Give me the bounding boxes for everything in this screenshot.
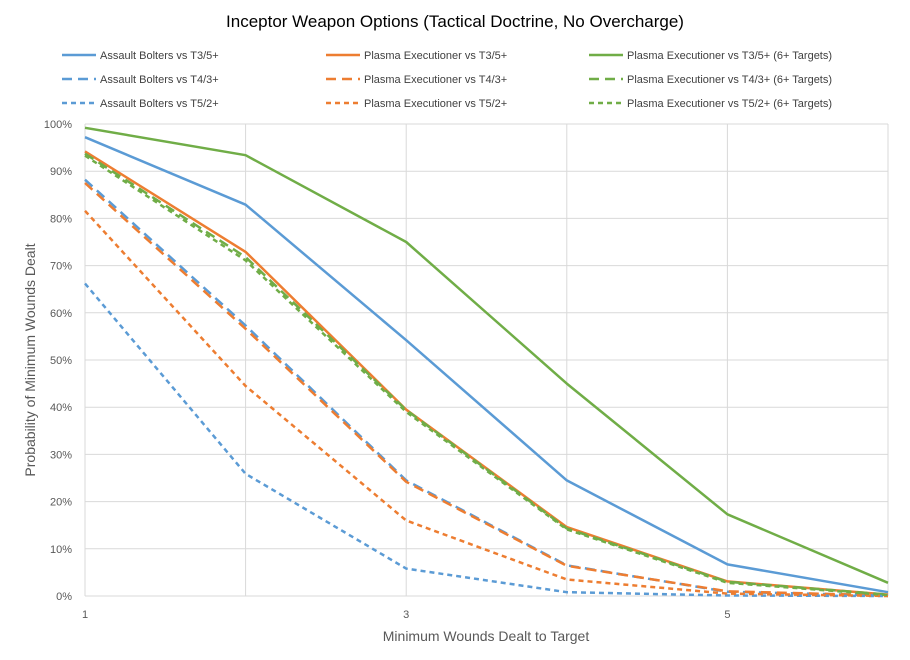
y-tick-label: 60%: [50, 308, 72, 320]
legend-item: Assault Bolters vs T5/2+: [62, 98, 219, 110]
legend-item: Plasma Executioner vs T3/5+: [326, 50, 507, 62]
series-line-plasma-executioner-vs-t4-3-6-targets: [84, 152, 889, 596]
legend-label: Plasma Executioner vs T5/2+: [364, 98, 507, 110]
legend-item: Assault Bolters vs T3/5+: [62, 50, 219, 62]
series-line-assault-bolters-vs-t5-2: [84, 282, 889, 598]
y-tick-label: 30%: [50, 449, 72, 461]
y-tick-label: 50%: [50, 355, 72, 367]
series-line-plasma-executioner-vs-t3-5-6-targets: [84, 126, 889, 584]
legend-label: Plasma Executioner vs T4/3+: [364, 74, 507, 86]
series-line-assault-bolters-vs-t4-3: [84, 178, 889, 597]
series-line-plasma-executioner-vs-t5-2: [84, 209, 889, 598]
legend-item: Plasma Executioner vs T3/5+ (6+ Targets): [589, 50, 832, 62]
legend-item: Plasma Executioner vs T4/3+: [326, 74, 507, 86]
legend: Assault Bolters vs T3/5+ Plasma Execution…: [62, 50, 832, 110]
y-tick-label: 80%: [50, 213, 72, 225]
y-tick-label: 100%: [44, 119, 72, 131]
legend-label: Assault Bolters vs T5/2+: [100, 98, 219, 110]
series-lines: [84, 126, 889, 598]
y-tick-label: 40%: [50, 402, 72, 414]
series-line-plasma-executioner-vs-t4-3: [84, 182, 889, 597]
legend-item: Plasma Executioner vs T4/3+ (6+ Targets): [589, 74, 832, 86]
legend-item: Assault Bolters vs T4/3+: [62, 74, 219, 86]
x-axis-title: Minimum Wounds Dealt to Target: [383, 628, 590, 644]
series-line-plasma-executioner-vs-t3-5: [84, 150, 889, 596]
series-line-plasma-executioner-vs-t5-2-6-targets: [84, 154, 889, 597]
x-tick-label: 5: [724, 609, 730, 621]
legend-label: Assault Bolters vs T3/5+: [100, 50, 219, 62]
legend-label: Plasma Executioner vs T3/5+ (6+ Targets): [627, 50, 832, 62]
y-axis-ticks: 0% 10% 20% 30% 40% 50% 60% 70% 80% 90% 100%: [44, 119, 72, 603]
y-tick-label: 10%: [50, 544, 72, 556]
y-tick-label: 20%: [50, 497, 72, 509]
y-tick-label: 0%: [56, 591, 72, 603]
y-axis-title: Probability of Minimum Wounds Dealt: [22, 243, 38, 476]
y-tick-label: 90%: [50, 166, 72, 178]
legend-item: Plasma Executioner vs T5/2+: [326, 98, 507, 110]
chart-title: Inceptor Weapon Options (Tactical Doctri…: [226, 12, 684, 31]
x-tick-label: 1: [82, 609, 88, 621]
legend-label: Plasma Executioner vs T5/2+ (6+ Targets): [627, 98, 832, 110]
series-line-assault-bolters-vs-t3-5: [84, 136, 889, 594]
legend-label: Plasma Executioner vs T4/3+ (6+ Targets): [627, 74, 832, 86]
x-axis-ticks: 1 3 5: [82, 609, 731, 621]
legend-item: Plasma Executioner vs T5/2+ (6+ Targets): [589, 98, 832, 110]
y-tick-label: 70%: [50, 261, 72, 273]
x-tick-label: 3: [403, 609, 409, 621]
legend-label: Plasma Executioner vs T3/5+: [364, 50, 507, 62]
legend-label: Assault Bolters vs T4/3+: [100, 74, 219, 86]
